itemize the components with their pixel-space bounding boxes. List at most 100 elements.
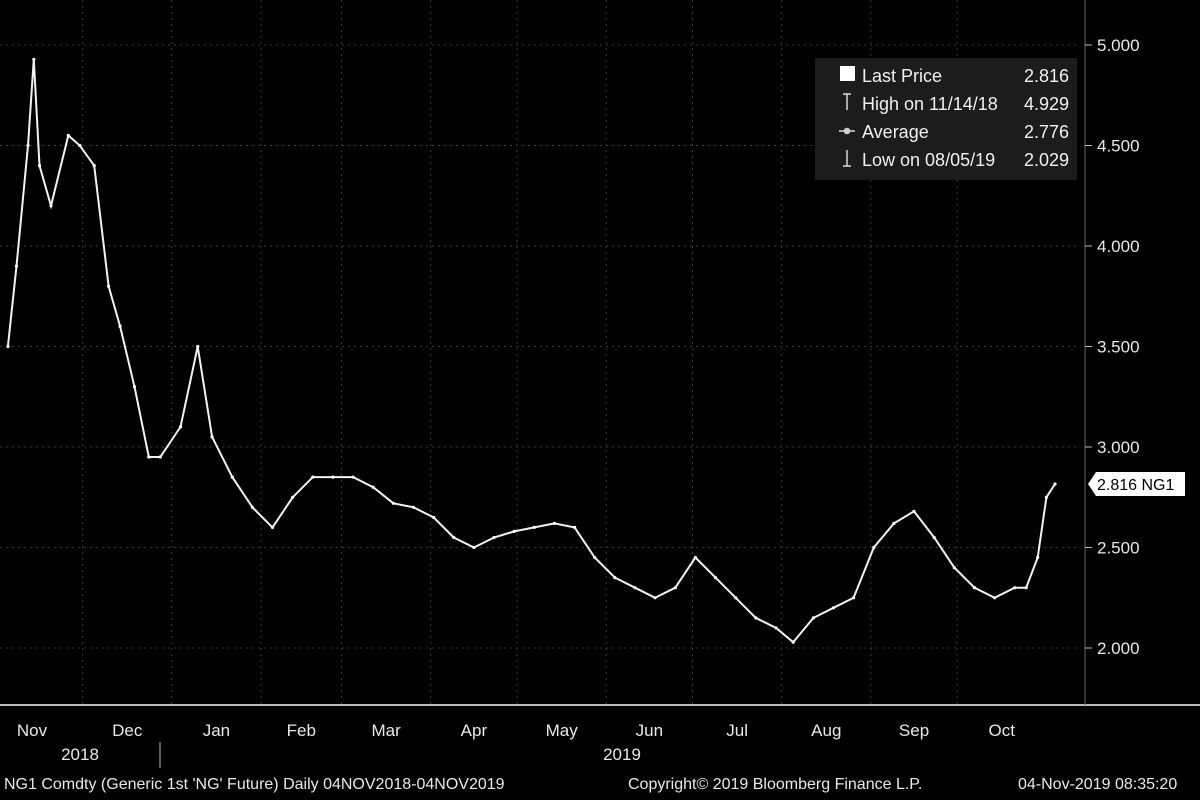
y-tick-label: 2.000 [1097,639,1140,658]
price-point [1044,495,1048,499]
price-point [472,545,476,550]
price-point [673,586,677,590]
year-label-2018: 2018 [61,745,99,764]
price-point [1013,586,1017,590]
price-point [452,535,456,540]
low-marker-icon [843,150,851,167]
price-point [132,385,137,389]
price-point [1053,482,1057,486]
price-point [1036,555,1040,560]
chart-grid [0,0,1080,705]
price-point [872,545,876,550]
price-point [230,475,234,479]
last-price-tag-text: 2.816 NG1 [1097,477,1174,494]
x-tick-label: Dec [112,721,143,740]
x-axis-ticks: Nov Dec Jan Feb Mar Apr May Jun Jul Aug Sep Oct [17,721,1015,740]
price-point [633,586,637,590]
price-point [411,505,416,509]
price-point [831,606,836,610]
price-point [892,521,896,526]
price-point [118,324,122,328]
y-tick-label: 2.500 [1097,539,1140,558]
y-tick-label: 3.500 [1097,338,1140,357]
footer-security-info: NG1 Comdty (Generic 1st 'NG' Future) Dai… [4,776,505,793]
legend-average-value: 2.776 [1024,122,1069,142]
price-point [37,164,42,168]
price-point [774,626,778,630]
price-point [432,515,436,520]
legend-high-label: High on 11/14/18 [862,94,998,114]
price-point [331,475,335,479]
price-point [993,596,997,600]
price-point [512,529,516,534]
price-point [593,555,597,560]
price-point [693,555,698,560]
price-point [210,435,214,439]
x-tick-label: Aug [811,721,841,740]
price-point [852,596,856,600]
price-point [952,566,956,570]
y-axis-ticks: 5.000 4.500 4.000 3.500 3.000 2.500 2.000 [1085,36,1140,658]
price-point [532,525,536,530]
x-tick-label: Nov [17,721,48,740]
price-point [158,455,162,459]
price-point [391,501,395,505]
price-point [270,525,275,530]
price-point [371,485,375,489]
price-point [196,344,200,349]
price-point [613,576,617,580]
x-tick-label: Apr [461,721,488,740]
price-point [573,525,577,530]
price-point [811,616,816,620]
price-point [291,495,295,499]
x-tick-label: Jun [636,721,663,740]
chart-footer: NG1 Comdty (Generic 1st 'NG' Future) Dai… [0,773,1200,800]
legend-low-value: 2.029 [1024,150,1069,170]
price-point [78,143,82,148]
price-point [92,164,96,168]
legend-average-label: Average [862,122,929,142]
last-price-tag: 2.816 NG1 [1088,471,1185,496]
legend-last-value: 2.816 [1024,66,1069,86]
price-point [6,344,10,349]
price-point [14,264,19,268]
price-point [791,640,795,644]
legend-low-label: Low on 08/05/19 [862,150,995,170]
x-tick-label: Sep [899,721,929,740]
price-point [1024,586,1028,590]
year-label-2019: 2019 [603,745,641,764]
price-point [351,475,355,479]
y-tick-label: 3.000 [1097,438,1140,457]
footer-copyright: Copyright© 2019 Bloomberg Finance L.P. [628,776,923,793]
legend-last-swatch [840,66,855,81]
price-point [147,455,151,459]
y-tick-label: 4.000 [1097,237,1140,256]
x-tick-label: Jul [726,721,748,740]
price-point [552,521,557,526]
price-point [49,204,53,208]
price-point [932,535,936,540]
x-tick-label: Feb [287,721,316,740]
x-tick-label: Jan [203,721,230,740]
price-point [107,284,111,288]
x-tick-label: Mar [372,721,402,740]
price-series [6,57,1057,644]
high-marker-icon [843,93,851,110]
price-point [66,133,70,138]
legend-box [815,58,1077,180]
y-tick-label: 4.500 [1097,137,1140,156]
price-point [32,57,36,61]
price-point [713,576,718,580]
last-price-tag-box [1088,471,1185,496]
price-point [250,505,254,509]
price-point [311,475,315,479]
legend-high-value: 4.929 [1024,94,1069,114]
price-point [653,596,657,600]
average-marker-icon [839,127,855,135]
legend-last-label: Last Price [862,66,942,86]
x-tick-label: Oct [989,721,1016,740]
price-point [912,509,916,513]
price-point [754,616,758,620]
x-tick-label: May [546,721,579,740]
